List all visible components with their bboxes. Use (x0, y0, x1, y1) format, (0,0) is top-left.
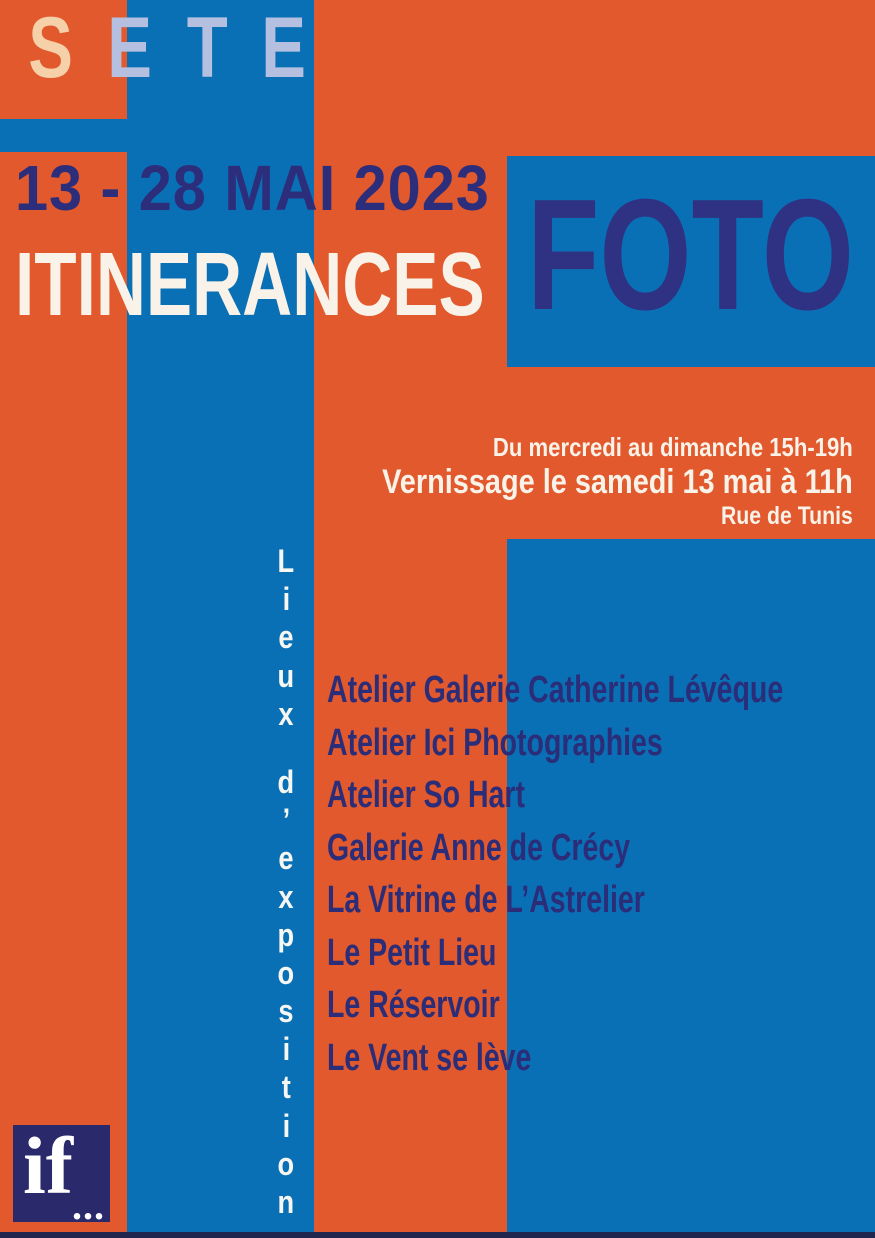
venue-item: Le Vent se lève (327, 1036, 532, 1079)
vertical-letter: d (277, 763, 295, 800)
vertical-blue-stripe (127, 0, 314, 1238)
if-logo: if ... (13, 1120, 110, 1228)
venue-item: Le Réservoir (327, 984, 500, 1026)
vertical-letter: o (277, 954, 295, 991)
venue-item: La Vitrine de L’Astrelier (327, 879, 645, 921)
vernissage-line: Vernissage le samedi 13 mai à 11h (382, 463, 853, 501)
if-logo-text: if (23, 1120, 74, 1211)
vertical-letter: L (277, 543, 295, 579)
date-range: 13 - 28 MAI 2023 (15, 152, 490, 224)
city-name: S E T E (22, 5, 313, 91)
vertical-letter: x (278, 695, 294, 732)
venue-list: Atelier Galerie Catherine Lévêque Atelie… (327, 664, 783, 1084)
title-foto: FOTO (527, 167, 854, 343)
city-letter: T (186, 0, 228, 96)
vertical-letter: e (278, 840, 294, 877)
top-left-blue-band (0, 119, 127, 152)
vertical-letter: e (278, 619, 294, 656)
venue-item: Atelier So Hart (327, 774, 525, 816)
bottom-edge-strip (0, 1232, 875, 1238)
venue-item: Galerie Anne de Crécy (327, 826, 631, 869)
venue-item: Atelier Galerie Catherine Lévêque (327, 669, 784, 711)
vertical-letter: ’ (282, 802, 290, 839)
vertical-letter: o (277, 1145, 295, 1182)
opening-hours: Du mercredi au dimanche 15h-19h (493, 432, 853, 462)
vertical-label-lieux-d-exposition: L i e u x d ’ e x p o s i t i o n (268, 542, 304, 1221)
vertical-letter: i (282, 1031, 290, 1068)
vertical-letter: x (278, 878, 294, 915)
address-line: Rue de Tunis (721, 502, 853, 530)
schedule-block: Du mercredi au dimanche 15h-19h Vernissa… (382, 431, 853, 532)
if-logo-dots: ... (72, 1183, 105, 1228)
venue-item: Le Petit Lieu (327, 931, 497, 974)
city-letter: S (28, 0, 74, 96)
vertical-letter: n (277, 1184, 295, 1220)
city-letter: E (261, 0, 307, 96)
foto-blue-box: FOTO (507, 156, 875, 367)
city-letter: E (107, 0, 153, 96)
venue-item: Atelier Ici Photographies (327, 721, 663, 764)
vertical-letter: u (277, 657, 295, 694)
vertical-letter: i (282, 581, 290, 618)
page-title: ITINERANCES (15, 235, 485, 335)
vertical-letter: p (277, 916, 295, 953)
lower-blue-box (507, 539, 875, 1232)
vertical-letter: t (281, 1069, 291, 1106)
vertical-letter: i (282, 1107, 290, 1144)
vertical-letter: s (278, 993, 294, 1030)
